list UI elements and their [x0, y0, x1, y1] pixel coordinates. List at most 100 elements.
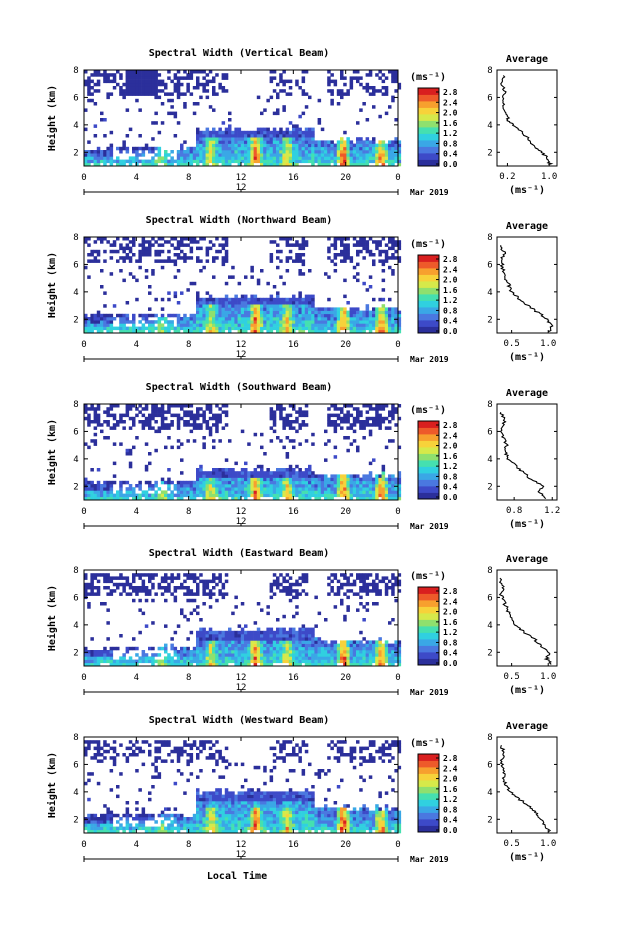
heatmap-cell: [199, 70, 203, 74]
heatmap-cell: [215, 650, 219, 654]
heatmap-cell: [356, 263, 360, 267]
heatmap-cell: [161, 314, 165, 318]
heatmap-cell: [369, 320, 373, 324]
heatmap-cell: [97, 80, 101, 84]
heatmap-cell: [206, 140, 210, 144]
heatmap-cell: [337, 144, 341, 148]
heatmap-cell: [337, 589, 341, 593]
heatmap-cell: [244, 481, 248, 485]
heatmap-cell: [167, 259, 171, 263]
heatmap-cell: [250, 150, 254, 154]
heatmap-cell: [276, 304, 280, 308]
heatmap-cell: [279, 73, 283, 77]
heatmap-cell: [302, 414, 306, 418]
heatmap-cell: [289, 586, 293, 590]
heatmap-cell: [356, 484, 360, 488]
heatmap-cell: [196, 634, 200, 638]
heatmap-cell: [247, 311, 251, 315]
heatmap-cell: [362, 650, 366, 654]
heatmap-cell: [241, 602, 245, 606]
heatmap-cell: [254, 656, 258, 660]
heatmap-cell: [282, 446, 286, 450]
heatmap-cell: [385, 243, 389, 247]
heatmap-cell: [372, 92, 376, 96]
heatmap-cell: [129, 656, 133, 660]
heatmap-cell: [174, 237, 178, 241]
heatmap-cell: [298, 414, 302, 418]
heatmap-cell: [193, 327, 197, 331]
heatmap-cell: [206, 478, 210, 482]
heatmap-cell: [222, 121, 226, 125]
heatmap-cell: [154, 89, 158, 93]
heatmap-cell: [222, 653, 226, 657]
heatmap-cell: [270, 311, 274, 315]
heatmap-cell: [202, 474, 206, 478]
heatmap-cell: [330, 102, 334, 106]
heatmap-cell: [378, 147, 382, 151]
heatmap-cell: [174, 112, 178, 116]
heatmap-cell: [238, 481, 242, 485]
heatmap-cell: [254, 304, 258, 308]
heatmap-cell: [154, 153, 158, 157]
heatmap-cell: [350, 481, 354, 485]
heatmap-cell: [199, 494, 203, 498]
heatmap-cell: [174, 247, 178, 251]
heatmap-cell: [126, 650, 130, 654]
heatmap-cell: [295, 647, 299, 651]
heatmap-cell: [161, 410, 165, 414]
heatmap-cell: [330, 640, 334, 644]
heatmap-cell: [119, 160, 123, 164]
heatmap-cell: [378, 150, 382, 154]
heatmap-cell: [314, 656, 318, 660]
heatmap-cell: [234, 647, 238, 651]
heatmap-cell: [369, 640, 373, 644]
heatmap-cell: [231, 487, 235, 491]
heatmap-cell: [337, 317, 341, 321]
heatmap-cell: [250, 634, 254, 638]
heatmap-cell: [183, 243, 187, 247]
heatmap-cell: [222, 494, 226, 498]
heatmap-cell: [87, 243, 91, 247]
heatmap-cell: [218, 484, 222, 488]
heatmap-cell: [231, 481, 235, 485]
heatmap-cell: [116, 250, 120, 254]
heatmap-cell: [90, 487, 94, 491]
heatmap-cell: [276, 301, 280, 305]
heatmap-cell: [385, 323, 389, 327]
heatmap-cell: [286, 150, 290, 154]
heatmap-cell: [276, 156, 280, 160]
heatmap-cell: [302, 327, 306, 331]
heatmap-cell: [302, 160, 306, 164]
heatmap-cell: [190, 656, 194, 660]
heatmap-cell: [295, 481, 299, 485]
heatmap-cell: [119, 656, 123, 660]
heatmap-cell: [241, 307, 245, 311]
heatmap-cell: [122, 327, 126, 331]
heatmap-cell: [212, 644, 216, 648]
heatmap-cell: [241, 481, 245, 485]
heatmap-cell: [215, 631, 219, 635]
heatmap-cell: [311, 153, 315, 157]
heatmap-cell: [260, 644, 264, 648]
heatmap-cell: [209, 647, 213, 651]
heatmap-cell: [337, 494, 341, 498]
heatmap-cell: [142, 243, 146, 247]
heatmap-cell: [138, 89, 142, 93]
heatmap-cell: [343, 592, 347, 596]
heatmap-cell: [257, 647, 261, 651]
heatmap-cell: [375, 243, 379, 247]
heatmap-cell: [343, 576, 347, 580]
heatmap-cell: [327, 80, 331, 84]
heatmap-cell: [279, 311, 283, 315]
heatmap-cell: [87, 484, 91, 488]
heatmap-cell: [394, 410, 398, 414]
x-tick-label: 12: [236, 173, 247, 183]
heatmap-cell: [215, 417, 219, 421]
heatmap-cell: [145, 592, 149, 596]
heatmap-cell: [167, 656, 171, 660]
heatmap-cell: [334, 150, 338, 154]
heatmap-cell: [382, 73, 386, 77]
heatmap-cell: [282, 647, 286, 651]
heatmap-cell: [388, 317, 392, 321]
heatmap-cell: [359, 426, 363, 430]
